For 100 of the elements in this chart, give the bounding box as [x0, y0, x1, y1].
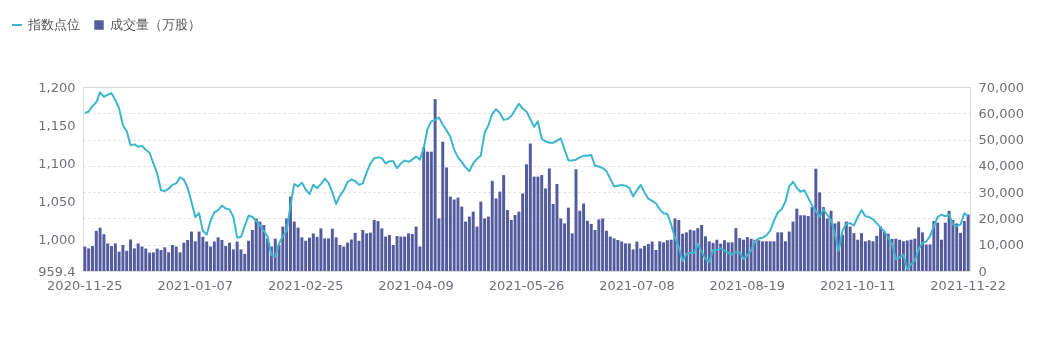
bar: [745, 237, 749, 271]
bar: [422, 147, 426, 271]
bar: [365, 233, 369, 271]
bar: [376, 221, 380, 271]
bar: [174, 246, 178, 271]
bar: [966, 214, 970, 271]
legend-label: 指数点位: [27, 17, 80, 32]
bar: [110, 246, 113, 271]
bar: [406, 233, 410, 271]
y-tick-label: 959.4: [38, 263, 76, 279]
bar: [151, 252, 155, 271]
bar: [582, 203, 586, 271]
y-tick-label: 1,000: [38, 232, 76, 248]
x-tick-label: 2021-02-25: [267, 277, 344, 293]
bar: [414, 226, 418, 271]
bar: [547, 168, 551, 271]
bar: [601, 218, 605, 271]
bar: [662, 242, 666, 271]
bar: [947, 210, 951, 271]
x-tick-label: 2021-10-11: [819, 277, 896, 293]
bar: [372, 220, 376, 271]
bar: [426, 151, 429, 271]
bar: [540, 175, 544, 271]
bar: [658, 241, 662, 271]
bar: [361, 229, 365, 271]
bar: [848, 226, 852, 271]
y-tick-label: 1,200: [38, 79, 76, 95]
bar: [715, 239, 719, 271]
bar: [635, 241, 639, 271]
y2-tick-label: 60,000: [978, 105, 1024, 121]
bar: [220, 239, 224, 271]
bar: [330, 228, 334, 271]
bar: [761, 241, 765, 271]
bar: [936, 222, 940, 271]
bar: [612, 238, 616, 271]
bar: [87, 248, 91, 271]
line-series: [83, 91, 970, 271]
legend-label: 成交量（万股）: [110, 17, 201, 32]
x-tick-label: 2021-08-19: [709, 277, 786, 293]
x-tick-label: 2021-01-07: [157, 277, 234, 293]
y2-tick-label: 70,000: [978, 79, 1024, 95]
y2-tick-label: 10,000: [978, 237, 1024, 253]
bar: [452, 199, 456, 271]
y2-tick-label: 0: [978, 263, 987, 279]
bar: [467, 216, 471, 271]
bar: [726, 242, 730, 271]
bar: [456, 197, 460, 271]
bar: [346, 242, 350, 271]
y-tick-label: 1,150: [38, 117, 76, 133]
bar: [304, 240, 308, 271]
bar: [536, 176, 540, 271]
bar: [616, 239, 620, 271]
bar: [589, 223, 593, 271]
bar: [235, 241, 239, 271]
bar: [802, 215, 806, 271]
bar: [860, 233, 864, 271]
bar: [867, 240, 871, 271]
bar: [201, 236, 205, 271]
bar: [646, 243, 650, 271]
bar: [764, 241, 768, 271]
bar: [886, 233, 890, 271]
bar: [555, 183, 559, 271]
bar: [597, 219, 601, 271]
bar: [479, 201, 483, 271]
bar: [121, 244, 125, 271]
bar: [650, 241, 654, 271]
bar: [170, 244, 174, 271]
bar: [722, 240, 726, 271]
bar: [262, 225, 266, 271]
bar: [829, 210, 833, 271]
bar: [254, 218, 258, 271]
x-tick-label: 2021-07-08: [599, 277, 675, 293]
bar: [205, 241, 209, 271]
bar: [209, 246, 212, 271]
bar: [882, 231, 886, 271]
bar: [566, 207, 570, 271]
bar: [513, 215, 517, 271]
bar: [776, 232, 780, 271]
bar: [387, 234, 391, 271]
bar: [319, 228, 323, 271]
bar: [395, 236, 399, 271]
bar: [665, 240, 669, 271]
bar: [129, 239, 133, 271]
x-tick-label: 2021-05-26: [488, 277, 565, 293]
y2-tick-label: 30,000: [978, 184, 1024, 200]
bar: [909, 239, 913, 271]
bar: [342, 246, 346, 271]
bar: [814, 168, 818, 271]
x-tick-label: 2020-11-25: [47, 277, 123, 293]
bar: [441, 141, 445, 271]
bar: [844, 221, 848, 271]
bar: [113, 243, 117, 271]
bar: [399, 236, 403, 271]
y2-tick-label: 40,000: [978, 158, 1024, 174]
bar: [228, 242, 232, 271]
bar: [155, 248, 159, 271]
bar: [688, 229, 692, 271]
bar: [83, 246, 87, 271]
bar: [719, 243, 723, 271]
bar: [757, 240, 761, 271]
